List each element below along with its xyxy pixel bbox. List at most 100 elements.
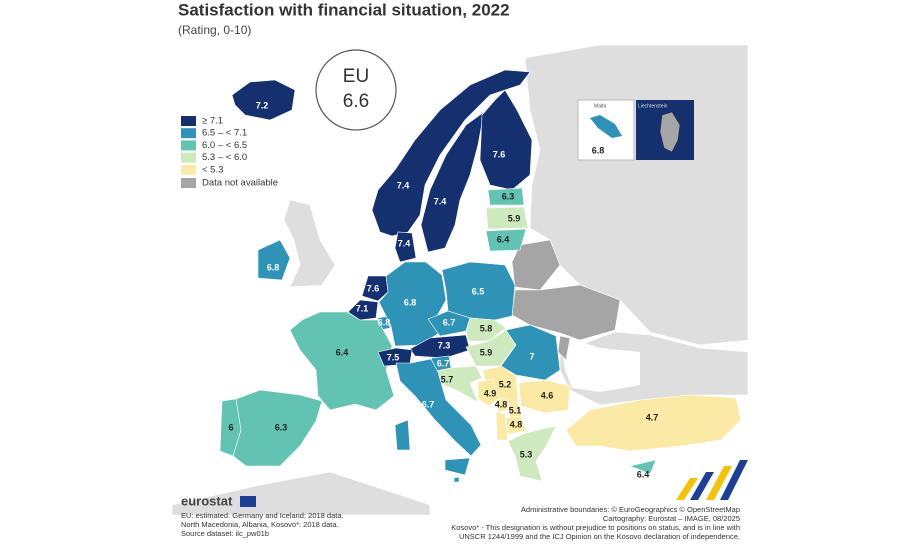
region-value: 5.8 <box>480 323 493 333</box>
regions: 7.2 7.4 7.4 7.6 6.3 5.9 6.4 7.4 6.8 7.6 7.1 6.8 6.8 6… <box>219 69 742 491</box>
region-value: 6.4 <box>637 469 650 479</box>
ukraine <box>511 284 621 341</box>
region-part <box>444 457 471 476</box>
region-value: 7.1 <box>356 303 369 313</box>
stripe <box>676 478 698 500</box>
note: Source dataset: ilc_pw01b <box>181 529 269 538</box>
region <box>485 228 527 252</box>
region-value: 5.9 <box>508 213 521 223</box>
region-value: 7 <box>529 351 534 361</box>
region-value: 6.4 <box>497 234 510 244</box>
north-africa <box>171 471 431 516</box>
region <box>477 378 501 407</box>
region <box>487 187 525 206</box>
legend-label: 6.0 – < 6.5 <box>202 140 247 151</box>
credit: UNSCR 1244/1999 and the ICJ Opinion on t… <box>459 532 740 541</box>
region-value: 6 <box>228 422 233 432</box>
legend-swatch <box>181 128 196 139</box>
inset-label: Liechtenstein <box>638 103 668 109</box>
region-value: 4.6 <box>541 390 554 400</box>
region-value: 4.7 <box>646 412 659 422</box>
region <box>289 311 395 411</box>
inset-label: Malta <box>594 103 606 109</box>
region-value: 4.8 <box>510 419 523 429</box>
legend-label: 5.3 – < 6.0 <box>202 152 247 163</box>
region-value: 6.8 <box>378 317 391 327</box>
region <box>518 379 571 414</box>
liechtenstein-shape <box>659 111 681 153</box>
region-value: 7.4 <box>434 196 447 206</box>
region <box>453 476 460 483</box>
region-value: 6.8 <box>267 262 280 272</box>
region <box>495 397 509 413</box>
region-value: 7.2 <box>256 100 269 110</box>
badge-label: EU <box>343 66 369 87</box>
region-value: 7.5 <box>387 352 400 362</box>
legend-swatch <box>181 164 196 175</box>
region-value: 5.7 <box>441 374 454 384</box>
region-value: 6.7 <box>443 317 456 327</box>
region-value: 4.8 <box>495 399 508 409</box>
region-value: 5.3 <box>520 449 533 459</box>
region-value: 7.4 <box>397 180 410 190</box>
region <box>395 358 482 457</box>
note: North Macedonia, Albania, Kosovo*: 2018 … <box>181 520 339 529</box>
region-value: 7.4 <box>398 238 411 248</box>
region <box>465 317 507 342</box>
region-value: 6.8 <box>404 297 417 307</box>
region <box>257 239 291 281</box>
title: Satisfaction with financial situation, 2… <box>178 0 510 19</box>
legend-swatch <box>181 116 196 126</box>
legend: ≥ 7.16.5 – < 7.16.0 – < 6.55.3 – < 6.0< … <box>181 116 278 189</box>
region-value: 5.1 <box>509 405 522 415</box>
region-value: 6.7 <box>422 399 435 409</box>
region-part <box>394 419 411 451</box>
region <box>507 425 557 482</box>
region-value: 6.5 <box>472 286 485 296</box>
region-value: 6.8 <box>464 481 477 491</box>
eu-badge <box>315 49 397 131</box>
corner-logo <box>676 460 748 500</box>
united-kingdom <box>283 199 336 288</box>
region <box>628 459 657 475</box>
credit: Cartography: Eurostat – IMAGE, 08/2025 <box>603 514 740 523</box>
legend-swatch <box>181 140 196 151</box>
region <box>565 394 742 452</box>
legend-label: Data not available <box>202 178 278 189</box>
region <box>479 89 533 191</box>
legend-label: < 5.3 <box>202 164 223 175</box>
subtitle: (Rating, 0-10) <box>178 23 251 37</box>
region <box>507 401 523 419</box>
region-value: 7.6 <box>367 283 380 293</box>
stripe <box>720 460 748 500</box>
notes: EU: estimated. Germany and Iceland: 2018… <box>181 505 740 541</box>
region-value: 6.3 <box>502 191 515 201</box>
eu-flag <box>240 496 256 507</box>
albania <box>495 411 509 441</box>
region-value: 4.9 <box>484 388 497 398</box>
credit: Administrative boundaries: © EuroGeograp… <box>521 505 740 514</box>
legend-label: ≥ 7.1 <box>202 116 223 127</box>
region-value: 5.9 <box>480 347 493 357</box>
region <box>441 261 516 321</box>
region-value: 6.4 <box>336 347 349 357</box>
region-value: 7.6 <box>493 149 506 159</box>
legend-swatch <box>181 178 196 188</box>
moldova <box>557 335 571 361</box>
region <box>394 231 417 263</box>
logo: eurostat <box>181 493 233 508</box>
region-value: 6.7 <box>437 358 450 368</box>
black-sea <box>560 335 640 392</box>
malta-shape <box>590 115 622 138</box>
no-data-areas <box>511 239 621 361</box>
region-value: 6.3 <box>275 422 288 432</box>
region <box>231 79 296 121</box>
region-value: 7.3 <box>438 340 451 350</box>
region <box>505 415 527 435</box>
note: EU: estimated. Germany and Iceland: 2018… <box>181 511 344 520</box>
region <box>371 69 531 237</box>
region <box>377 347 413 367</box>
region <box>420 111 485 253</box>
region <box>232 389 323 467</box>
